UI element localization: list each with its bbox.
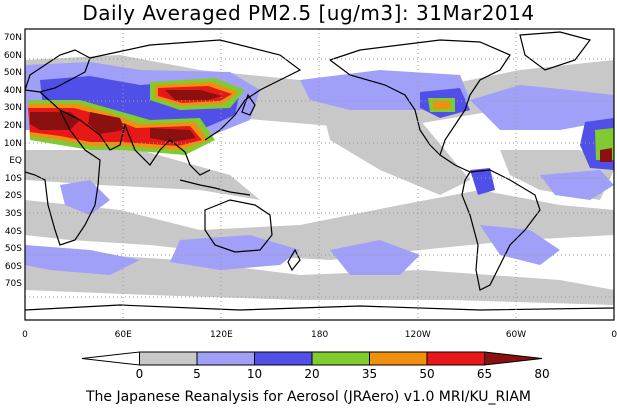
lon-label: 60W	[505, 330, 527, 340]
colorbar-swatch	[196, 351, 255, 366]
lon-label: 0	[22, 330, 28, 340]
colorbar-swatch	[139, 351, 198, 366]
colorbar-swatch	[426, 351, 485, 366]
map-frame	[24, 28, 615, 321]
lat-label: 50N	[3, 68, 22, 79]
coastlines	[25, 31, 614, 311]
colorbar-swatch	[311, 351, 370, 366]
lat-label: 70N	[3, 33, 22, 43]
lat-label: 20N	[3, 121, 22, 131]
map-title: Daily Averaged PM2.5 [ug/m3]: 31Mar2014	[82, 1, 535, 25]
lat-label: 50S	[4, 244, 22, 255]
colorbar-tick-label: 0	[135, 367, 144, 381]
colorbar-swatch	[254, 351, 313, 366]
lat-label: 10N	[3, 138, 22, 149]
lat-label: 40N	[3, 85, 22, 96]
lat-label: 30N	[3, 103, 22, 114]
colorbar-tick-label: 10	[246, 367, 263, 381]
lat-label: 60N	[3, 50, 22, 61]
lat-label: EQ	[9, 156, 22, 167]
colorbar-tick-label: 20	[304, 367, 320, 381]
lat-label: 20S	[4, 191, 22, 202]
lat-label: 60S	[4, 261, 22, 272]
colorbar-tick-label: 5	[193, 367, 201, 381]
lon-label: 60E	[114, 330, 132, 340]
colorbar-swatch	[369, 351, 428, 366]
lat-label: 10S	[4, 173, 22, 184]
lon-label: 120W	[404, 330, 431, 340]
colorbar-swatch	[484, 351, 543, 366]
lon-label: 120E	[209, 330, 233, 340]
colorbar-tick-label: 35	[361, 367, 378, 381]
colorbar-swatch	[81, 351, 140, 366]
gridlines	[25, 29, 614, 320]
colorbar	[81, 351, 543, 366]
colorbar-tick-label: 50	[419, 367, 435, 381]
pm25-shading	[25, 55, 614, 305]
colorbar-tick-label: 80	[534, 367, 550, 381]
footer-credit: The Japanese Reanalysis for Aerosol (JRA…	[85, 389, 532, 405]
lon-label: 0	[611, 330, 617, 340]
lat-label: 30S	[4, 209, 22, 219]
lat-label: 40S	[4, 226, 22, 237]
lon-label: 180	[311, 330, 329, 340]
lat-label: 70S	[4, 279, 22, 290]
colorbar-tick-label: 65	[476, 367, 493, 381]
